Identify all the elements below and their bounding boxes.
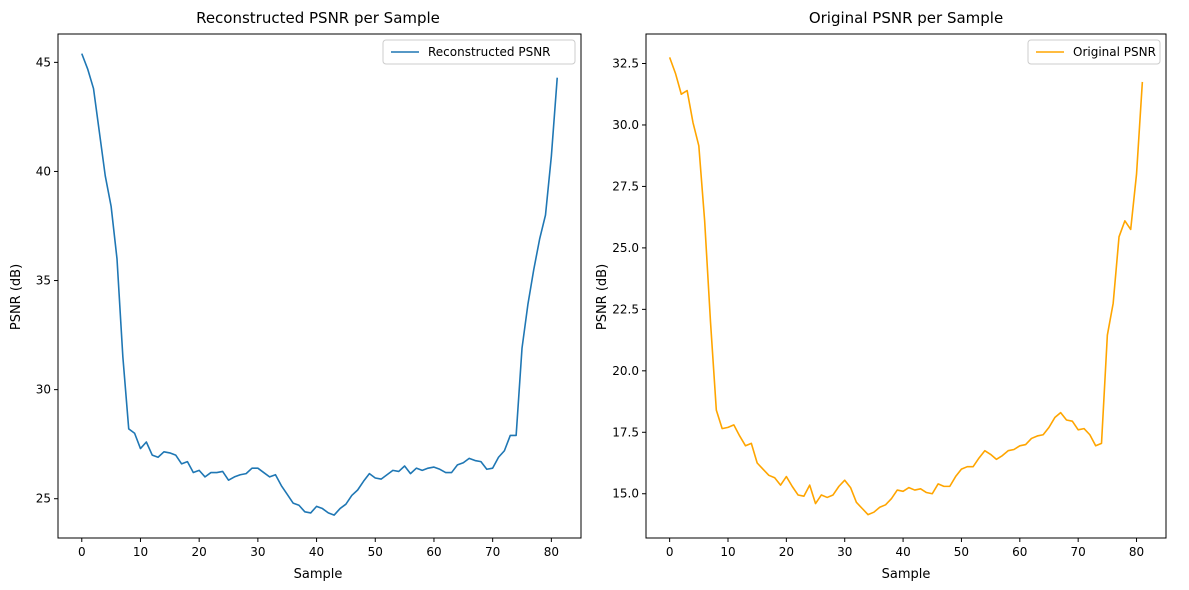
x-tick-label: 20 [192, 545, 207, 559]
chart-title: Original PSNR per Sample [809, 9, 1003, 27]
axes-frame [57, 33, 582, 539]
chart-title: Reconstructed PSNR per Sample [196, 9, 440, 27]
y-tick-label: 17.5 [612, 425, 639, 439]
y-tick-label: 32.5 [612, 57, 639, 71]
y-tick-label: 30.0 [612, 118, 639, 132]
x-tick-label: 70 [1071, 545, 1086, 559]
x-tick-label: 40 [895, 545, 910, 559]
x-tick-label: 10 [133, 545, 148, 559]
legend-box [1027, 39, 1161, 65]
legend-label: Reconstructed PSNR [428, 45, 551, 59]
series-line-0 [668, 57, 1144, 516]
y-tick-label: 22.5 [612, 302, 639, 316]
x-axis-label: Sample [882, 567, 931, 582]
x-tick-label: 50 [954, 545, 969, 559]
x-tick-label: 70 [485, 545, 500, 559]
y-axis-label: PSNR (dB) [9, 264, 24, 330]
y-tick-label: 15.0 [612, 487, 639, 501]
plot-area: 0 10 20 30 40 50 60 70 80 15.0 17.5 20.0 22.5 25.0 27.… [612, 33, 1167, 559]
plot-area: 0 10 20 30 40 50 60 70 80 25 30 35 40 45 Reconstructed… [36, 33, 582, 559]
legend-box [382, 39, 576, 65]
y-tick-label: 30 [36, 383, 51, 397]
x-tick-label: 80 [544, 545, 559, 559]
x-tick-label: 40 [309, 545, 324, 559]
x-tick-label: 50 [368, 545, 383, 559]
axes-frame [645, 33, 1167, 539]
x-tick-label: 30 [837, 545, 852, 559]
y-tick-label: 45 [36, 55, 51, 69]
x-axis-label: Sample [294, 567, 343, 582]
x-tick-label: 60 [426, 545, 441, 559]
x-tick-label: 10 [720, 545, 735, 559]
y-tick-label: 20.0 [612, 364, 639, 378]
y-tick-label: 25 [36, 492, 51, 506]
x-tick-label: 0 [666, 545, 674, 559]
series-line-0 [81, 53, 559, 516]
y-tick-label: 27.5 [612, 179, 639, 193]
x-tick-label: 20 [779, 545, 794, 559]
y-tick-label: 35 [36, 274, 51, 288]
y-tick-label: 40 [36, 164, 51, 178]
x-tick-label: 80 [1129, 545, 1144, 559]
x-tick-label: 0 [78, 545, 86, 559]
x-tick-label: 60 [1012, 545, 1027, 559]
x-tick-label: 30 [250, 545, 265, 559]
chart-reconstructed: Reconstructed PSNR per Sample 0 10 20 30 40 5… [9, 9, 582, 582]
legend-label: Original PSNR [1073, 45, 1156, 59]
chart-original: Original PSNR per Sample 0 10 20 30 40 50 60 70… [595, 9, 1167, 582]
y-axis-label: PSNR (dB) [595, 264, 610, 330]
y-tick-label: 25.0 [612, 241, 639, 255]
